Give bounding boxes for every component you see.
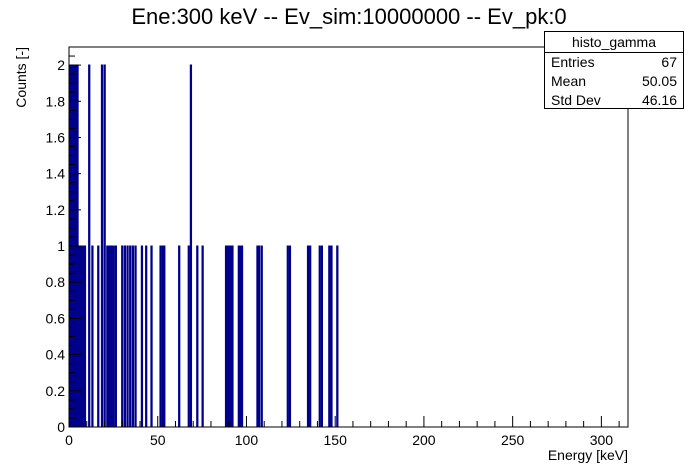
histogram-bar bbox=[126, 245, 129, 427]
y-tick-label: 0 bbox=[57, 419, 65, 435]
histogram-bar bbox=[88, 64, 91, 427]
histogram-bar bbox=[159, 245, 162, 427]
y-tick-label: 1.6 bbox=[46, 129, 66, 145]
y-tick-label: 1.2 bbox=[46, 202, 66, 218]
histogram-bar bbox=[240, 245, 244, 427]
histogram-bar bbox=[163, 245, 166, 427]
histogram-bar bbox=[106, 245, 109, 427]
histogram-bar bbox=[82, 245, 85, 427]
x-tick-label: 100 bbox=[235, 432, 259, 448]
stats-histogram-name: histo_gamma bbox=[545, 32, 683, 53]
histogram-bar bbox=[121, 245, 124, 427]
histogram-bar bbox=[80, 245, 83, 427]
histogram-bar bbox=[91, 245, 94, 427]
y-tick-label: 1.4 bbox=[46, 166, 66, 182]
x-tick-label: 50 bbox=[150, 432, 166, 448]
x-axis-label: Energy [keV] bbox=[548, 447, 628, 463]
y-tick-label: 0.2 bbox=[46, 383, 66, 399]
x-tick-label: 150 bbox=[324, 432, 348, 448]
y-axis-label: Counts [-] bbox=[13, 47, 29, 108]
histogram-bar bbox=[237, 245, 240, 427]
histogram-bar bbox=[286, 245, 289, 427]
histogram-bar bbox=[134, 245, 137, 427]
y-tick-label: 1.8 bbox=[46, 93, 66, 109]
histogram-bar bbox=[231, 245, 234, 427]
histogram-bar bbox=[224, 245, 228, 427]
histogram-bar bbox=[114, 245, 117, 427]
histogram-bar bbox=[107, 245, 111, 427]
y-axis: 0 0.2 0.4 0.6 0.8 1 1.2 1.4 1.6 1.8 2 bbox=[46, 46, 81, 435]
stats-label: Entries bbox=[551, 54, 595, 70]
histogram-bar bbox=[187, 245, 190, 427]
x-tick-label: 300 bbox=[590, 432, 614, 448]
histogram-bar bbox=[228, 245, 231, 427]
histogram-bar bbox=[256, 245, 259, 427]
stats-row-entries: Entries 67 bbox=[545, 53, 683, 72]
histogram-bar bbox=[330, 245, 333, 427]
histogram-bar bbox=[260, 245, 263, 427]
histogram-bar bbox=[140, 245, 144, 427]
histogram-bar bbox=[112, 245, 115, 427]
histogram-bar bbox=[306, 245, 310, 427]
histogram-bar bbox=[196, 245, 199, 427]
y-tick-label: 2 bbox=[57, 57, 65, 73]
histogram-bar bbox=[178, 245, 181, 427]
stats-row-mean: Mean 50.05 bbox=[545, 72, 683, 91]
stats-label: Std Dev bbox=[551, 92, 601, 108]
y-tick-label: 1 bbox=[57, 238, 65, 254]
y-tick-label: 0.8 bbox=[46, 274, 66, 290]
x-tick-label: 250 bbox=[501, 432, 525, 448]
histogram-bar bbox=[288, 245, 292, 427]
histogram-bar bbox=[336, 245, 339, 427]
histogram-bar bbox=[309, 245, 312, 427]
histogram-bar bbox=[97, 245, 100, 427]
histogram-bar bbox=[131, 245, 135, 427]
stats-value: 50.05 bbox=[641, 73, 677, 89]
x-tick-label: 200 bbox=[412, 432, 436, 448]
stats-value: 46.16 bbox=[641, 92, 677, 108]
histogram-bar bbox=[226, 245, 229, 427]
chart-title: Ene:300 keV -- Ev_sim:10000000 -- Ev_pk:… bbox=[131, 4, 566, 29]
histogram-bar bbox=[123, 245, 127, 427]
stats-row-stddev: Std Dev 46.16 bbox=[545, 91, 683, 110]
histogram-bar bbox=[320, 245, 324, 427]
histogram-bar bbox=[161, 245, 164, 427]
histogram-bar bbox=[201, 245, 204, 427]
histogram-bar bbox=[239, 245, 242, 427]
histogram-bar bbox=[83, 245, 87, 427]
histogram-bar bbox=[129, 245, 132, 427]
histogram-bar bbox=[100, 64, 104, 427]
histogram-bar bbox=[145, 245, 148, 427]
histogram-bar bbox=[150, 245, 153, 427]
stats-box: histo_gamma Entries 67 Mean 50.05 Std De… bbox=[544, 31, 684, 109]
histogram-bars bbox=[68, 64, 339, 427]
histogram-bar bbox=[318, 245, 321, 427]
histogram-bar bbox=[110, 245, 114, 427]
x-tick-label: 0 bbox=[65, 432, 73, 448]
histogram-bar bbox=[189, 64, 193, 427]
histogram-bar bbox=[103, 64, 106, 427]
stats-label: Mean bbox=[551, 73, 587, 89]
histogram-bar bbox=[229, 245, 232, 427]
stats-value: 67 bbox=[661, 54, 677, 70]
y-tick-label: 0.4 bbox=[46, 347, 66, 363]
histogram-bar bbox=[257, 245, 261, 427]
y-tick-label: 0.6 bbox=[46, 310, 66, 326]
x-axis: 0 50 100 150 200 250 300 bbox=[65, 416, 620, 448]
histogram-bar bbox=[109, 245, 112, 427]
histogram-bar bbox=[328, 245, 331, 427]
